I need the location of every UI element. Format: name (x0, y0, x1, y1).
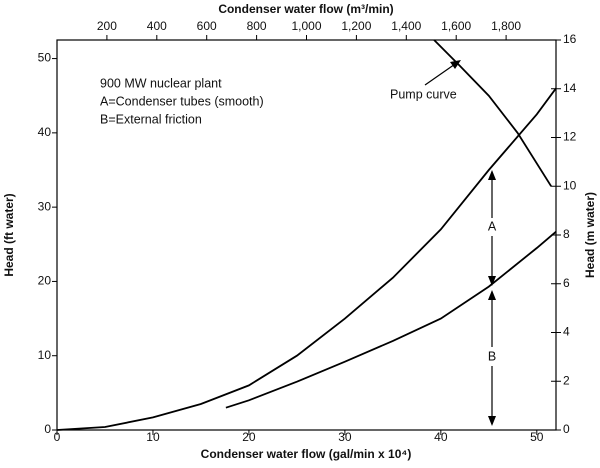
y2-tick-label: 0 (563, 422, 570, 436)
annotation: B (488, 349, 496, 363)
x-tick-label: 20 (242, 430, 256, 444)
x2-tick-label: 400 (147, 19, 167, 33)
x2-tick-label: 1,200 (341, 19, 371, 33)
annotation: A (488, 219, 497, 233)
x-tick-label: 0 (54, 430, 61, 444)
y-tick-label: 40 (38, 125, 52, 139)
arrow-head (488, 170, 496, 180)
x2-tick-label: 1,400 (391, 19, 421, 33)
y2-tick-label: 10 (563, 178, 577, 192)
x2-tick-label: 1,000 (291, 19, 321, 33)
annotation: 900 MW nuclear plant (100, 76, 222, 90)
annotation: A=Condenser tubes (smooth) (100, 94, 264, 108)
x-axis-label: Condenser water flow (gal/min x 10⁴) (201, 447, 412, 461)
series-line (225, 231, 557, 409)
y2-tick-label: 14 (563, 81, 577, 95)
series-line (56, 87, 557, 431)
arrow-head (488, 290, 496, 300)
x2-tick-label: 1,800 (491, 19, 521, 33)
x-tick-label: 40 (434, 430, 448, 444)
arrow-head (488, 276, 496, 286)
y-tick-label: 0 (44, 422, 51, 436)
y2-tick-label: 6 (563, 276, 570, 290)
x2-tick-label: 800 (247, 19, 267, 33)
y-tick-label: 10 (38, 348, 52, 362)
annotation: B=External friction (100, 112, 202, 126)
x2-tick-label: 200 (97, 19, 117, 33)
x2-tick-label: 600 (197, 19, 217, 33)
y2-tick-label: 4 (563, 325, 570, 339)
y2-axis-label: Head (m water) (583, 192, 597, 278)
annotation-arrow (424, 61, 459, 86)
x2-tick-label: 1,600 (441, 19, 471, 33)
x-tick-label: 10 (146, 430, 160, 444)
series-line (433, 39, 552, 187)
x-tick-label: 50 (530, 430, 544, 444)
y2-tick-label: 16 (563, 32, 577, 46)
arrow-head (488, 416, 496, 426)
y-tick-label: 20 (38, 274, 52, 288)
x-tick-label: 30 (338, 430, 352, 444)
y2-tick-label: 12 (563, 130, 577, 144)
y-tick-label: 30 (38, 199, 52, 213)
y-tick-label: 50 (38, 51, 52, 65)
y2-tick-label: 8 (563, 227, 570, 241)
x2-axis-label: Condenser water flow (m³/min) (218, 2, 393, 16)
y-axis-label: Head (ft water) (2, 193, 16, 276)
annotation: Pump curve (390, 87, 457, 101)
arrow-head (450, 60, 461, 69)
y2-tick-label: 2 (563, 373, 570, 387)
